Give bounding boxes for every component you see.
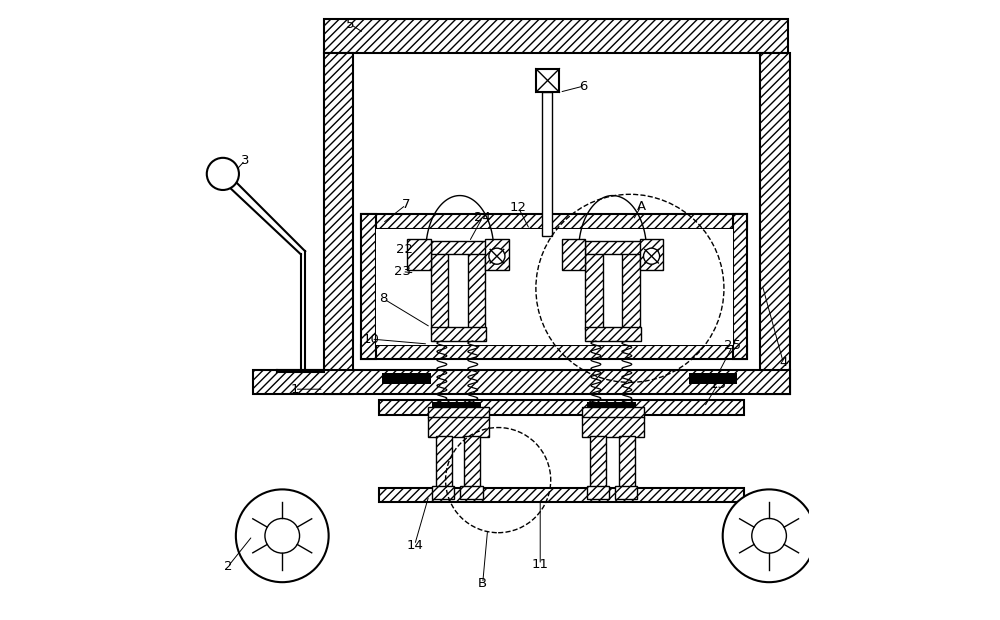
Bar [431, 327, 486, 341]
Bar [431, 241, 486, 254]
Bar [379, 400, 744, 415]
Bar [431, 248, 448, 329]
Bar [382, 373, 431, 384]
Bar [542, 92, 552, 236]
Bar [536, 69, 559, 92]
Bar [562, 239, 585, 270]
Bar [587, 402, 636, 408]
Text: 3: 3 [241, 154, 249, 167]
Bar [379, 488, 744, 502]
Bar [615, 486, 637, 498]
Bar [432, 486, 454, 498]
Bar [585, 327, 641, 341]
Text: 10: 10 [363, 332, 380, 345]
Circle shape [644, 248, 660, 264]
Text: 25: 25 [724, 339, 741, 352]
Bar [407, 239, 431, 270]
Bar [689, 373, 737, 384]
Circle shape [207, 158, 239, 190]
Circle shape [489, 248, 505, 264]
Bar [619, 436, 635, 488]
Bar [585, 248, 603, 329]
Bar [464, 436, 480, 488]
Bar [587, 486, 609, 498]
Bar [582, 407, 644, 419]
Bar [582, 417, 644, 437]
Text: 14: 14 [406, 539, 423, 552]
Bar [428, 417, 489, 437]
Bar [253, 370, 790, 394]
Bar [324, 53, 353, 394]
Circle shape [723, 489, 815, 582]
Bar [585, 241, 641, 254]
Text: 13: 13 [709, 378, 726, 391]
Bar [760, 53, 790, 394]
Text: 6: 6 [579, 79, 588, 92]
Text: 8: 8 [380, 293, 388, 306]
Text: 5: 5 [346, 18, 355, 31]
Bar [361, 214, 747, 229]
Bar [376, 229, 733, 345]
Bar [324, 19, 788, 53]
Bar [361, 214, 376, 360]
Circle shape [752, 518, 786, 553]
Bar [485, 239, 509, 270]
Text: 12: 12 [510, 202, 527, 215]
Text: 2: 2 [224, 560, 232, 574]
Bar [468, 248, 485, 329]
Text: B: B [478, 577, 487, 590]
Circle shape [236, 489, 329, 582]
Text: 1: 1 [290, 383, 299, 396]
Bar [428, 407, 489, 419]
Bar [432, 402, 481, 408]
Text: 7: 7 [402, 198, 410, 211]
Bar [640, 239, 663, 270]
Bar [590, 436, 606, 488]
Bar [436, 436, 452, 488]
Bar [460, 486, 483, 498]
Bar [622, 248, 640, 329]
Text: 23: 23 [394, 265, 411, 278]
Text: 4: 4 [779, 356, 788, 369]
Text: 22: 22 [396, 243, 413, 256]
Bar [361, 345, 747, 360]
Bar [733, 214, 747, 360]
Text: 11: 11 [532, 559, 549, 572]
Text: 24: 24 [474, 211, 491, 224]
Text: A: A [636, 200, 646, 213]
Circle shape [265, 518, 300, 553]
